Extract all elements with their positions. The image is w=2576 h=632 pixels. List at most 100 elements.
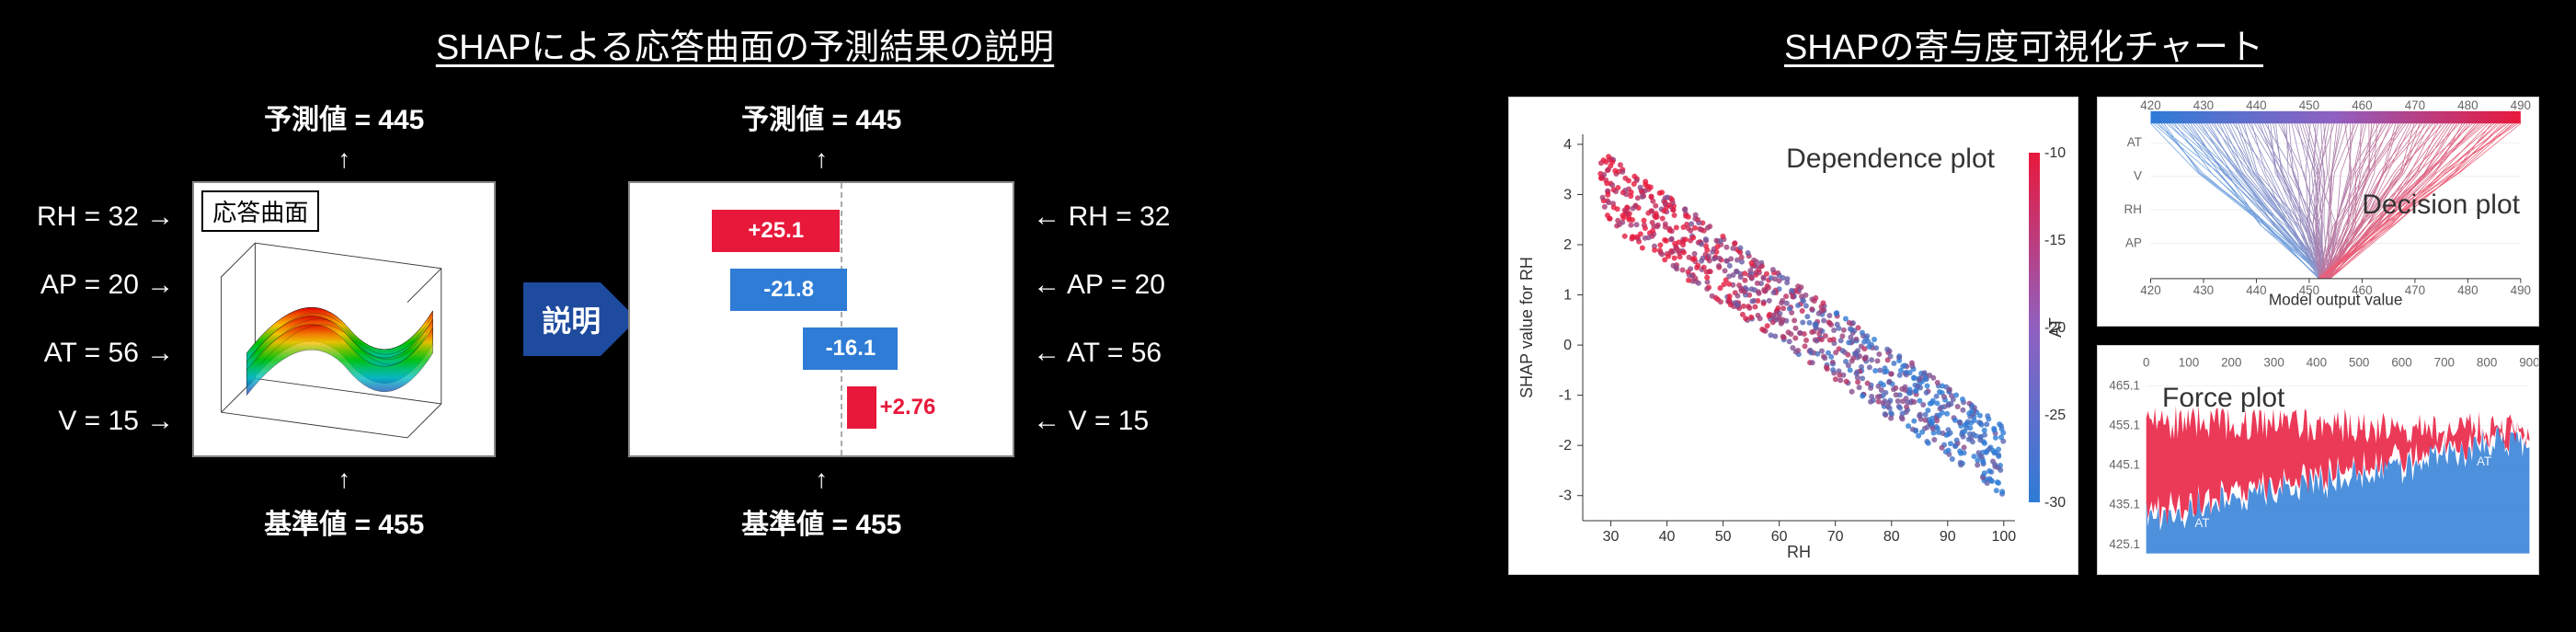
dependence-plot-title: Dependence plot (1786, 144, 1995, 175)
svg-text:420: 420 (2140, 98, 2160, 112)
svg-text:430: 430 (2193, 283, 2214, 297)
dep-xlabel: RH (1787, 543, 1811, 561)
svg-text:480: 480 (2457, 98, 2478, 112)
svg-text:AT: AT (2127, 135, 2142, 149)
svg-text:-10: -10 (2044, 145, 2066, 161)
svg-text:2: 2 (1563, 237, 1572, 253)
right-heading: SHAPの寄与度可視化チャート (1784, 18, 2263, 69)
force-feature-label-left: AT (2194, 516, 2209, 530)
surface-base-label: 基準値 = 455 (264, 501, 424, 542)
svg-text:700: 700 (2434, 355, 2455, 369)
svg-text:50: 50 (1715, 529, 1732, 545)
svg-text:400: 400 (2307, 355, 2327, 369)
input-label-rh: RH = 32 (37, 201, 174, 233)
down-arrow-icon-2: ↑ (815, 466, 828, 492)
right-section: SHAPの寄与度可視化チャート Dependence plot (1508, 18, 2539, 614)
svg-text:0: 0 (2143, 355, 2149, 369)
svg-text:1: 1 (1563, 288, 1572, 304)
svg-text:100: 100 (2179, 355, 2199, 369)
svg-text:445.1: 445.1 (2109, 458, 2140, 472)
svg-text:-2: -2 (1559, 438, 1572, 454)
svg-text:470: 470 (2405, 98, 2425, 112)
svg-text:490: 490 (2511, 98, 2531, 112)
dec-xlabel: Model output value (2269, 291, 2403, 309)
svg-text:30: 30 (1603, 529, 1620, 545)
waterfall-panel: 予測値 = 445 ↑ +25.1 -21.8 -16.1 +2.76 ↑ (628, 97, 1014, 542)
svg-text:V: V (2134, 169, 2142, 183)
svg-text:465.1: 465.1 (2109, 378, 2140, 392)
svg-text:430: 430 (2193, 98, 2214, 112)
svg-text:-15: -15 (2044, 233, 2066, 248)
svg-text:425.1: 425.1 (2109, 537, 2140, 551)
dependence-plot-card: Dependence plot 30405060708090100 (1508, 97, 2078, 575)
explain-arrow-label: 説明 (542, 298, 601, 340)
wf-bar-3 (847, 386, 876, 429)
svg-text:80: 80 (1883, 529, 1900, 545)
decision-plot-card: Decision plot 420430440450460470480490 (2097, 97, 2539, 327)
svg-text:70: 70 (1827, 529, 1844, 545)
svg-text:470: 470 (2405, 283, 2425, 297)
surface-box-label: 応答曲面 (201, 190, 319, 232)
wf-bar-2: -16.1 (803, 327, 898, 370)
input-labels-left: RH = 32 AP = 20 AT = 56 V = 15 (37, 201, 174, 437)
surface-panel: 予測値 = 445 ↑ 応答曲面 (192, 97, 496, 542)
input-label-v-r: V = 15 (1033, 406, 1149, 437)
up-arrow-icon: ↑ (338, 146, 350, 172)
svg-text:480: 480 (2457, 283, 2478, 297)
down-arrow-icon: ↑ (338, 466, 350, 492)
wf-row-2: -16.1 (639, 327, 1003, 370)
explain-arrow: 説明 (523, 282, 601, 356)
surface-predicted-label: 予測値 = 445 (264, 97, 424, 137)
up-arrow-icon-2: ↑ (815, 146, 828, 172)
svg-text:60: 60 (1771, 529, 1788, 545)
svg-text:455.1: 455.1 (2109, 419, 2140, 432)
wf-row-0: +25.1 (639, 210, 1003, 252)
input-label-at: AT = 56 (44, 338, 174, 369)
input-label-rh-r: RH = 32 (1033, 201, 1170, 233)
svg-text:-25: -25 (2044, 408, 2066, 423)
svg-text:0: 0 (1563, 338, 1572, 353)
left-section: SHAPによる応答曲面の予測結果の説明 RH = 32 AP = 20 AT =… (37, 18, 1453, 614)
wf-row-3: +2.76 (639, 386, 1003, 429)
input-label-ap-r: AP = 20 (1033, 270, 1165, 301)
svg-text:-20: -20 (2044, 320, 2066, 336)
wf-bar-1: -21.8 (730, 269, 847, 311)
svg-text:800: 800 (2477, 355, 2497, 369)
svg-text:100: 100 (1991, 529, 2016, 545)
left-heading: SHAPによる応答曲面の予測結果の説明 (436, 18, 1054, 69)
svg-text:90: 90 (1940, 529, 1956, 545)
svg-text:3: 3 (1563, 187, 1572, 202)
input-labels-right: RH = 32 AP = 20 AT = 56 V = 15 (1033, 201, 1170, 437)
wf-row-1: -21.8 (639, 269, 1003, 311)
svg-text:440: 440 (2246, 283, 2266, 297)
svg-text:600: 600 (2391, 355, 2411, 369)
svg-text:440: 440 (2246, 98, 2266, 112)
svg-text:460: 460 (2352, 98, 2372, 112)
force-feature-label-right: AT (2477, 454, 2491, 468)
svg-text:RH: RH (2124, 202, 2142, 216)
svg-text:420: 420 (2140, 283, 2160, 297)
svg-text:900: 900 (2519, 355, 2538, 369)
wf-bar-0: +25.1 (712, 210, 840, 252)
waterfall-box: +25.1 -21.8 -16.1 +2.76 (628, 181, 1014, 457)
svg-text:490: 490 (2511, 283, 2531, 297)
svg-text:-30: -30 (2044, 495, 2066, 511)
charts-row: Dependence plot 30405060708090100 (1508, 97, 2539, 575)
input-label-v: V = 15 (58, 406, 174, 437)
svg-text:-1: -1 (1559, 388, 1572, 404)
svg-text:300: 300 (2263, 355, 2284, 369)
force-plot: 0 100 200 300 400 500 600 700 800 900 425.1 435.1 4… (2098, 346, 2538, 575)
left-body: RH = 32 AP = 20 AT = 56 V = 15 予測値 = 445… (37, 97, 1453, 542)
svg-text:40: 40 (1659, 529, 1676, 545)
svg-text:200: 200 (2221, 355, 2241, 369)
right-stack: Decision plot 420430440450460470480490 (2097, 97, 2539, 575)
dep-ylabel: SHAP value for RH (1517, 257, 1536, 398)
wf-bar-3-label: +2.76 (880, 386, 936, 429)
svg-text:500: 500 (2349, 355, 2369, 369)
svg-text:435.1: 435.1 (2109, 498, 2140, 511)
svg-text:-3: -3 (1559, 488, 1572, 504)
waterfall-predicted-label: 予測値 = 445 (741, 97, 901, 137)
svg-text:4: 4 (1563, 137, 1572, 153)
surface-box: 応答曲面 (192, 181, 496, 457)
svg-text:AP: AP (2125, 236, 2142, 249)
